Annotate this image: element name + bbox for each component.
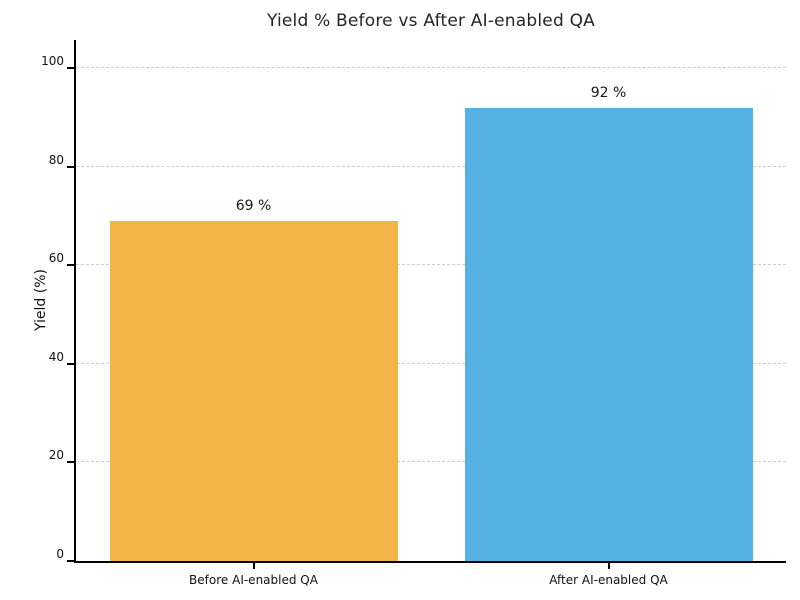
x-tick-1: [607, 563, 610, 569]
gridline-y-80: [76, 165, 786, 167]
gridline-y-60: [76, 264, 786, 266]
y-tick-80: [67, 165, 74, 168]
x-tick-label-0: Before AI-enabled QA: [189, 573, 318, 587]
y-tick-label-100: 100: [41, 54, 64, 69]
bar-0: [109, 220, 398, 561]
y-tick-60: [67, 264, 74, 267]
bar-1: [464, 107, 753, 561]
y-tick-label-20: 20: [48, 448, 64, 463]
gridline-y-40: [76, 362, 786, 364]
gridline-y-20: [76, 461, 786, 463]
x-tick-0: [252, 563, 255, 569]
y-tick-label-80: 80: [48, 152, 64, 167]
y-tick-20: [67, 461, 74, 464]
bar-value-label-1: 92 %: [590, 84, 627, 101]
y-axis-label: Yield (%): [33, 268, 49, 332]
y-tick-label-0: 0: [56, 547, 64, 561]
y-tick-label-60: 60: [48, 251, 64, 266]
y-tick-0: [67, 560, 74, 562]
gridline-y-100: [76, 67, 786, 69]
chart-title: Yield % Before vs After AI-enabled QA: [267, 11, 595, 31]
plot-area: 0 20 40 60 80 100 69 % 92 % Before AI-enabled …: [41, 40, 786, 587]
bar-value-label-0: 69 %: [235, 197, 272, 214]
y-tick-label-40: 40: [48, 349, 64, 364]
x-tick-label-1: After AI-enabled QA: [549, 573, 668, 587]
y-tick-40: [67, 362, 74, 365]
y-tick-100: [67, 67, 74, 70]
